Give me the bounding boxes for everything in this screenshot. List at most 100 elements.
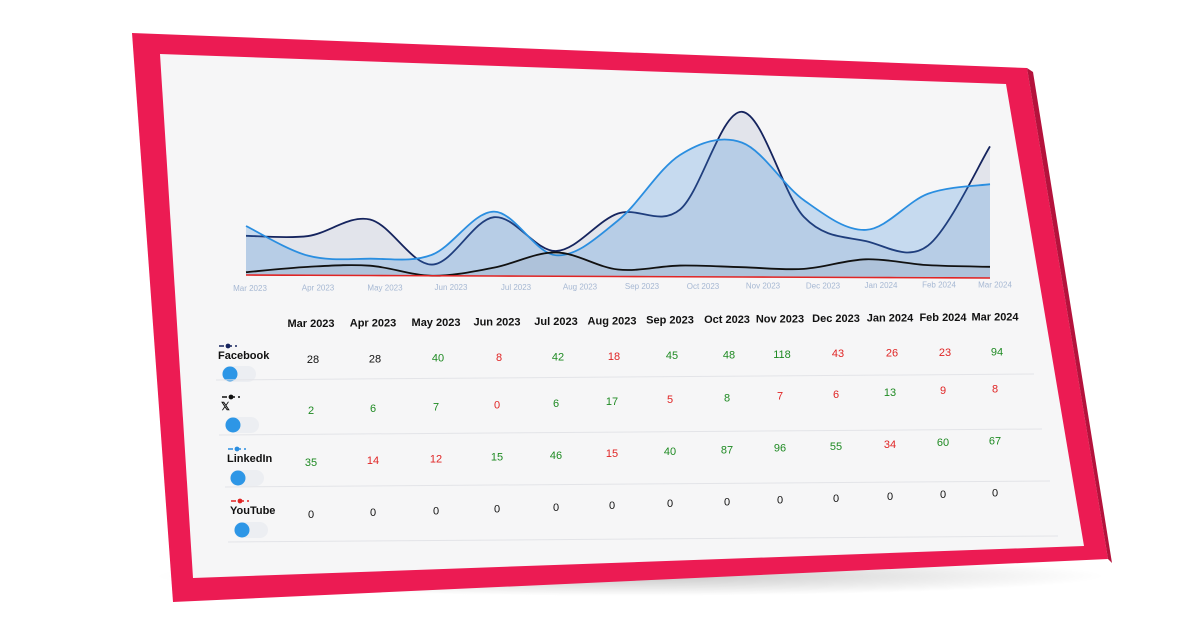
- value-cell: 0: [308, 509, 314, 521]
- x-tick-label: Jun 2023: [435, 283, 468, 292]
- month-header: Mar 2023: [287, 318, 334, 330]
- value-cell: 6: [370, 403, 376, 415]
- row-separator: [218, 428, 1043, 436]
- value-cell: 0: [777, 495, 783, 507]
- value-cell: 28: [307, 354, 319, 366]
- series-linkedin-line: [245, 138, 991, 261]
- series-x-area: [246, 252, 990, 278]
- value-cell: 0: [724, 496, 730, 508]
- value-cell: 40: [664, 446, 676, 458]
- value-cell: 6: [833, 389, 839, 401]
- month-header: Jul 2023: [534, 316, 577, 328]
- value-cell: 26: [886, 348, 898, 360]
- value-cell: 0: [609, 500, 615, 512]
- value-cell: 8: [496, 352, 502, 364]
- x-tick-label: Jul 2023: [501, 283, 532, 292]
- value-cell: 8: [992, 383, 998, 395]
- platform-label-facebook: Facebook: [218, 350, 270, 362]
- series-facebook-area: [246, 111, 990, 278]
- value-cell: 0: [940, 489, 946, 501]
- value-cell: 87: [721, 444, 733, 456]
- table-row-x: 𝕏 2 6 7 0 6 17 5 8 7 6 13 9 8: [218, 383, 1043, 436]
- value-cell: 14: [367, 455, 379, 467]
- value-cell: 0: [992, 487, 998, 499]
- series-youtube-line: [245, 274, 991, 279]
- value-cell: 40: [432, 353, 444, 365]
- platform-label-linkedin: LinkedIn: [227, 453, 273, 465]
- x-tick-label: Oct 2023: [687, 282, 720, 291]
- value-cell: 43: [832, 348, 844, 360]
- month-header: Feb 2024: [919, 312, 967, 324]
- x-tick-label: Mar 2023: [233, 284, 267, 293]
- value-cell: 23: [939, 347, 951, 359]
- value-cell: 42: [552, 351, 564, 363]
- month-header: Jun 2023: [473, 316, 520, 328]
- value-cell: 7: [777, 391, 783, 403]
- value-cell: 2: [308, 405, 314, 417]
- area-layer: [245, 110, 991, 279]
- value-cell: 94: [991, 346, 1003, 358]
- value-cell: 0: [887, 491, 893, 503]
- series-x-line: [245, 251, 991, 277]
- value-cell: 5: [667, 394, 673, 406]
- month-header: Apr 2023: [350, 317, 396, 329]
- toggle-knob-linkedin[interactable]: [230, 470, 246, 486]
- value-cell: 0: [667, 498, 673, 510]
- legend-dot-facebook: [225, 343, 231, 349]
- toggle-knob-facebook[interactable]: [222, 366, 238, 382]
- x-tick-label: Feb 2024: [922, 281, 956, 290]
- value-cell: 8: [724, 392, 730, 404]
- toggle-knob-x[interactable]: [225, 417, 241, 433]
- month-header: Sep 2023: [646, 315, 694, 327]
- row-separator: [224, 480, 1051, 488]
- value-cell: 0: [433, 505, 439, 517]
- toggle-knob-youtube[interactable]: [234, 522, 250, 538]
- platform-label-x: 𝕏: [221, 401, 230, 413]
- value-cell: 13: [884, 387, 896, 399]
- value-cell: 15: [606, 448, 618, 460]
- value-cell: 60: [937, 437, 949, 449]
- value-cell: 0: [370, 507, 376, 519]
- month-header: Jan 2024: [867, 313, 914, 325]
- x-tick-label: May 2023: [367, 283, 403, 292]
- value-cell: 46: [550, 450, 562, 462]
- value-cell: 118: [773, 349, 791, 361]
- value-cell: 45: [666, 350, 678, 362]
- x-tick-label: Nov 2023: [746, 282, 781, 291]
- value-cell: 96: [774, 443, 786, 455]
- value-cell: 17: [606, 396, 618, 408]
- value-cell: 67: [989, 435, 1001, 447]
- x-tick-label: Mar 2024: [978, 280, 1012, 289]
- value-cell: 0: [494, 400, 500, 412]
- month-header: May 2023: [412, 317, 461, 329]
- legend-dot-linkedin: [234, 446, 240, 452]
- month-header: Nov 2023: [756, 314, 804, 326]
- value-cell: 0: [553, 502, 559, 514]
- value-cell: 0: [494, 504, 500, 516]
- x-tick-label: Sep 2023: [625, 282, 660, 291]
- stats-table: Mar 2023 Apr 2023 May 2023 Jun 2023 Jul 2023…: [215, 311, 1059, 543]
- month-header: Dec 2023: [812, 313, 860, 325]
- month-header: Aug 2023: [588, 315, 637, 327]
- value-cell: 6: [553, 398, 559, 410]
- x-tick-label: Dec 2023: [806, 281, 841, 290]
- x-tick-layer: Mar 2023 Apr 2023 May 2023 Jun 2023 Jul 2023…: [233, 280, 1012, 293]
- series-facebook-line: [245, 110, 991, 266]
- x-tick-label: Apr 2023: [302, 284, 335, 293]
- table-row-youtube: YouTube 0 0 0 0 0 0 0 0 0 0 0 0 0: [227, 487, 1059, 543]
- series-linkedin-area: [246, 139, 990, 278]
- month-header: Oct 2023: [704, 314, 750, 326]
- value-cell: 0: [833, 493, 839, 505]
- x-tick-label: Aug 2023: [563, 283, 598, 292]
- value-cell: 7: [433, 401, 439, 413]
- value-cell: 55: [830, 441, 842, 453]
- value-cell: 35: [305, 457, 317, 469]
- value-cell: 34: [884, 439, 896, 451]
- value-cell: 48: [723, 350, 735, 362]
- legend-dot-x: [228, 394, 234, 400]
- value-cell: 15: [491, 452, 503, 464]
- platform-label-youtube: YouTube: [230, 505, 275, 517]
- value-cell: 12: [430, 453, 442, 465]
